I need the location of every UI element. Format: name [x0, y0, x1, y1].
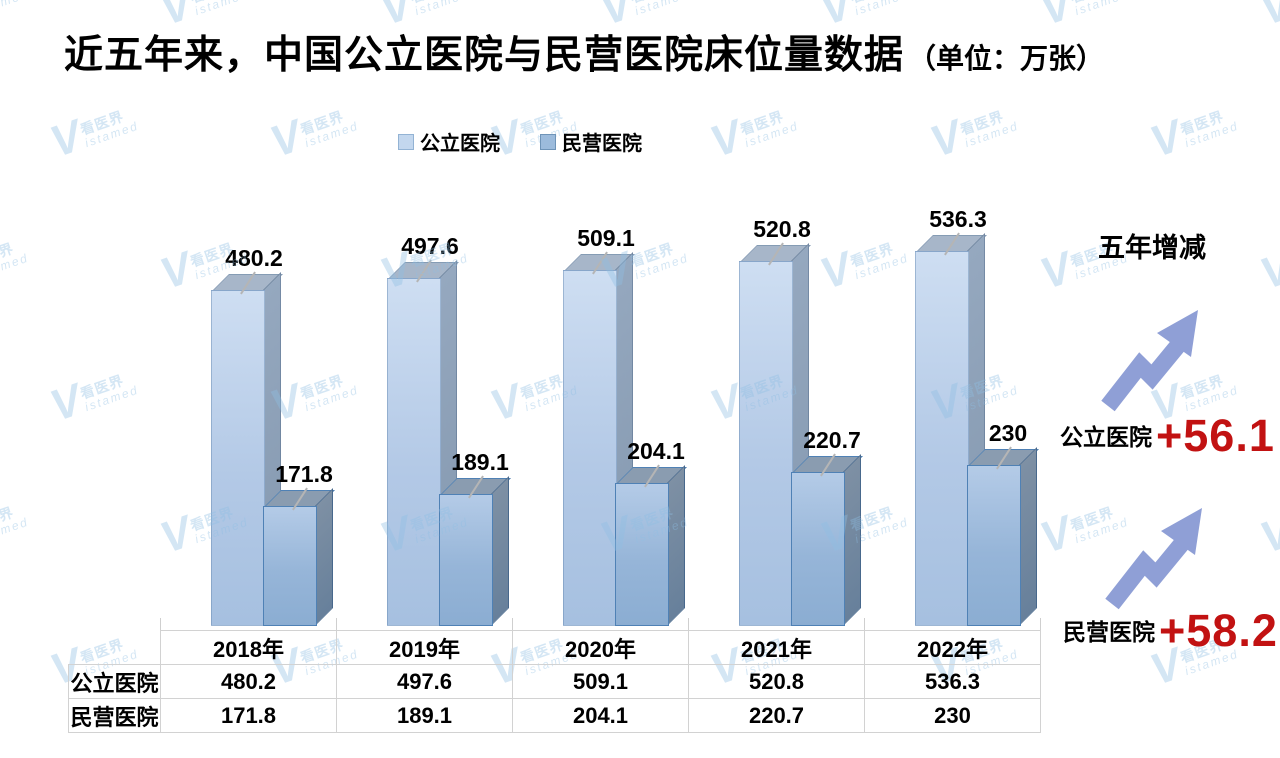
category-axis-tick — [160, 618, 161, 630]
bar-side-face — [491, 476, 509, 626]
bar-公立医院-2020年 — [563, 251, 635, 626]
summary-change-public: +56.1 — [1156, 410, 1275, 461]
bar-公立医院-2021年 — [739, 242, 811, 626]
summary-label-public: 公立医院 — [1060, 424, 1152, 450]
bar-民营医院-2018年 — [263, 487, 335, 626]
legend-swatch-public-icon — [398, 133, 414, 150]
summary-label-private: 民营医院 — [1063, 619, 1155, 645]
bar-front-face — [563, 270, 617, 626]
category-axis-tick — [1040, 618, 1041, 630]
bar-value-label-民营医院-2021年: 220.7 — [803, 427, 861, 453]
bar-front-face — [967, 465, 1021, 626]
bar-front-face — [915, 251, 969, 626]
bar-民营医院-2022年 — [967, 446, 1039, 626]
table-year-header: 2018年 — [160, 630, 336, 664]
bar-value-label-公立医院-2018年: 480.2 — [225, 245, 283, 271]
table-value-cell: 204.1 — [512, 698, 688, 732]
legend-item-private: 民营医院 — [540, 127, 642, 156]
bar-公立医院-2018年 — [211, 271, 283, 626]
table-year-header: 2022年 — [864, 630, 1040, 664]
table-value-cell: 171.8 — [160, 698, 336, 732]
summary-change-private: +58.2 — [1159, 605, 1278, 656]
bar-value-label-民营医院-2022年: 230 — [988, 420, 1028, 446]
bar-front-face — [439, 494, 493, 626]
bar-value-label-民营医院-2020年: 204.1 — [627, 438, 685, 464]
bar-value-label-公立医院-2022年: 536.3 — [929, 206, 987, 232]
table-value-cell: 230 — [864, 698, 1040, 732]
bar-side-face — [315, 488, 333, 626]
up-trend-arrow-icon — [1105, 508, 1202, 610]
page-title: 近五年来，中国公立医院与民营医院床位量数据 （单位：万张） — [64, 24, 1104, 80]
bar-民营医院-2021年 — [791, 453, 863, 626]
category-axis-tick — [512, 618, 513, 630]
table-year-header: 2020年 — [512, 630, 688, 664]
bar-value-label-公立医院-2021年: 520.8 — [753, 216, 811, 242]
category-axis-tick — [864, 618, 865, 630]
legend-label-public: 公立医院 — [420, 133, 500, 155]
bar-front-face — [387, 278, 441, 626]
legend-item-public: 公立医院 — [398, 127, 500, 156]
table-value-cell: 220.7 — [688, 698, 864, 732]
table-value-cell: 536.3 — [864, 664, 1040, 698]
table-value-cell: 520.8 — [688, 664, 864, 698]
table-row-header: 民营医院 — [68, 698, 160, 732]
table-year-header: 2019年 — [336, 630, 512, 664]
page-title-text: 近五年来，中国公立医院与民营医院床位量数据 — [64, 34, 905, 77]
chart-legend: 公立医院 民营医院 — [0, 127, 1040, 156]
table-value-cell: 509.1 — [512, 664, 688, 698]
bar-side-face — [667, 465, 685, 626]
bar-value-label-民营医院-2019年: 189.1 — [451, 449, 509, 475]
bar-front-face — [211, 290, 265, 626]
bar-民营医院-2019年 — [439, 475, 511, 626]
bar-value-label-公立医院-2020年: 509.1 — [577, 225, 635, 251]
bar-民营医院-2020年 — [615, 464, 687, 626]
category-axis-tick — [336, 618, 337, 630]
summary-item-public: 公立医院 +56.1 — [1060, 413, 1275, 458]
bar-value-label-民营医院-2018年: 171.8 — [275, 461, 333, 487]
table-value-cell: 189.1 — [336, 698, 512, 732]
bar-side-face — [843, 454, 861, 626]
bar-front-face — [615, 483, 669, 626]
chart-data-table: 2018年 2019年 2020年 2021年 2022年 公立医院 480.2 497.6 5… — [68, 630, 1041, 733]
table-year-header: 2021年 — [688, 630, 864, 664]
bar-front-face — [739, 261, 793, 626]
table-corner-cell — [68, 630, 160, 664]
table-value-cell: 497.6 — [336, 664, 512, 698]
legend-swatch-private-icon — [540, 133, 556, 150]
category-axis-tick — [688, 618, 689, 630]
up-trend-arrow-icon — [1101, 310, 1198, 412]
bar-front-face — [791, 472, 845, 626]
legend-label-private: 民营医院 — [562, 133, 642, 155]
bar-公立医院-2019年 — [387, 259, 459, 626]
summary-item-private: 民营医院 +58.2 — [1063, 608, 1278, 653]
page-title-unit: （单位：万张） — [908, 43, 1105, 74]
table-value-cell: 480.2 — [160, 664, 336, 698]
bar-front-face — [263, 506, 317, 626]
table-row-header: 公立医院 — [68, 664, 160, 698]
summary-heading: 五年增减 — [1098, 233, 1206, 263]
bar-公立医院-2022年 — [915, 232, 987, 626]
bar-side-face — [1019, 447, 1037, 626]
bar-value-label-公立医院-2019年: 497.6 — [401, 233, 459, 259]
